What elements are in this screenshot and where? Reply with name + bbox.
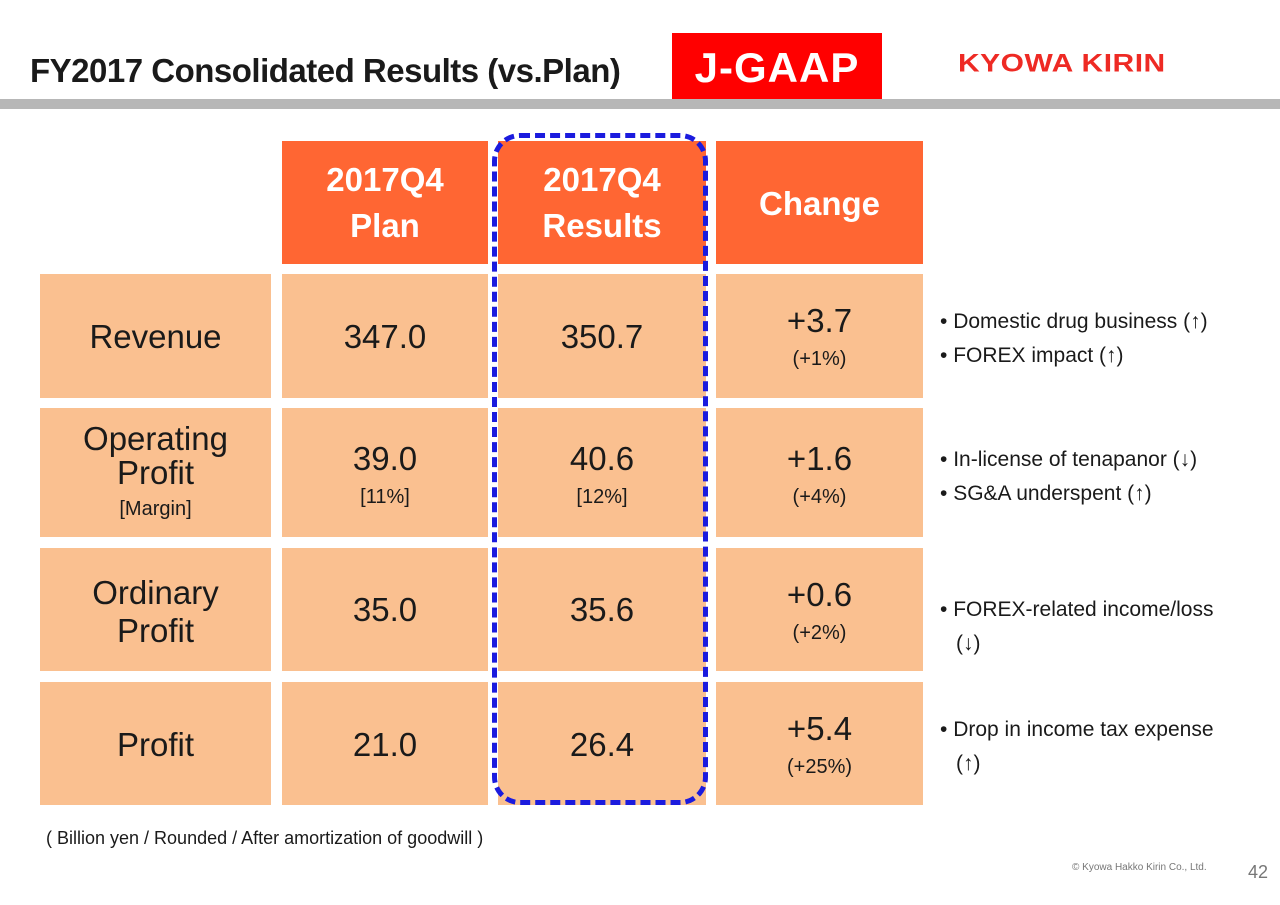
results-margin: [12%] [576, 486, 628, 508]
row-revenue-results-cell: 350.7 [498, 274, 706, 398]
row-profit-label-cell: Profit [40, 682, 271, 805]
plan-value: 35.0 [352, 591, 418, 628]
note-item: • In-license of tenapanor (↓) [940, 448, 1198, 471]
row-profit-plan-cell: 21.0 [282, 682, 488, 805]
note-item: • FOREX impact (↑) [940, 344, 1124, 367]
note-item: • Drop in income tax expense [940, 718, 1214, 741]
company-logo: KYOWA KIRIN [958, 50, 1166, 78]
change-percent: (+2%) [792, 622, 847, 644]
note-list: • In-license of tenapanor (↓) • SG&A und… [940, 443, 1197, 511]
row-operating-label-cell: Operating Profit [Margin] [40, 408, 271, 537]
row-label-sub: [Margin] [119, 498, 192, 520]
row-label-line2: Profit [116, 612, 195, 649]
header-change: Change [716, 141, 923, 264]
results-highlight-outline [492, 133, 708, 805]
results-value: 350.7 [560, 318, 644, 355]
row-ordinary-change-cell: +0.6 (+2%) [716, 548, 923, 671]
accounting-standard-badge: J-GAAP [672, 33, 882, 99]
row-ordinary-results-cell: 35.6 [498, 548, 706, 671]
header-plan-line1: 2017Q4 [326, 161, 444, 198]
row-revenue-label-cell: Revenue [40, 274, 271, 398]
note-list: • FOREX-related income/loss (↓) [940, 593, 1213, 661]
row-label: Profit [116, 726, 195, 763]
results-value: 40.6 [569, 440, 635, 477]
note-list: • Drop in income tax expense (↑) [940, 713, 1214, 781]
change-value: +1.6 [786, 440, 853, 477]
results-value: 26.4 [569, 726, 635, 763]
header-results-line2: Results [542, 207, 662, 244]
header-plan: 2017Q4 Plan [282, 141, 488, 264]
change-percent: (+1%) [792, 348, 847, 370]
row-operating-results-cell: 40.6 [12%] [498, 408, 706, 537]
copyright: © Kyowa Hakko Kirin Co., Ltd. [1072, 862, 1207, 873]
row-label-line1: Ordinary [92, 574, 219, 611]
row-profit-change-cell: +5.4 (+25%) [716, 682, 923, 805]
header-results: 2017Q4 Results [498, 141, 706, 264]
row-operating-change-cell: +1.6 (+4%) [716, 408, 923, 537]
plan-value: 21.0 [352, 726, 418, 763]
footnote: ( Billion yen / Rounded / After amortiza… [46, 828, 484, 848]
change-value: +5.4 [786, 710, 853, 747]
row-revenue-change-cell: +3.7 (+1%) [716, 274, 923, 398]
page-number: 42 [1248, 862, 1269, 882]
header-results-line1: 2017Q4 [543, 161, 661, 198]
change-percent: (+25%) [786, 756, 853, 778]
plan-value: 39.0 [352, 440, 418, 477]
row-ordinary-plan-cell: 35.0 [282, 548, 488, 671]
plan-value: 347.0 [343, 318, 427, 355]
change-percent: (+4%) [792, 486, 847, 508]
note-list: • Domestic drug business (↑) • FOREX imp… [940, 305, 1208, 373]
change-value: +3.7 [786, 302, 853, 339]
row-operating-plan-cell: 39.0 [11%] [282, 408, 488, 537]
row-label-line1: Operating [83, 420, 228, 457]
note-item: (↑) [956, 752, 981, 775]
results-value: 35.6 [569, 591, 635, 628]
row-revenue-plan-cell: 347.0 [282, 274, 488, 398]
row-label: Revenue [89, 318, 222, 355]
change-value: +0.6 [786, 576, 853, 613]
row-profit-results-cell: 26.4 [498, 682, 706, 805]
note-item: • Domestic drug business (↑) [940, 310, 1208, 333]
page-title: FY2017 Consolidated Results (vs.Plan) [30, 52, 621, 89]
header-change-label: Change [758, 185, 880, 222]
note-item: • FOREX-related income/loss [940, 598, 1214, 621]
header-plan-line2: Plan [350, 207, 420, 244]
header-divider [0, 99, 1280, 109]
note-item: (↓) [956, 632, 981, 655]
note-item: • SG&A underspent (↑) [940, 482, 1152, 505]
plan-margin: [11%] [360, 486, 410, 508]
row-label-line2: Profit [116, 454, 195, 491]
row-ordinary-label-cell: Ordinary Profit [40, 548, 271, 671]
